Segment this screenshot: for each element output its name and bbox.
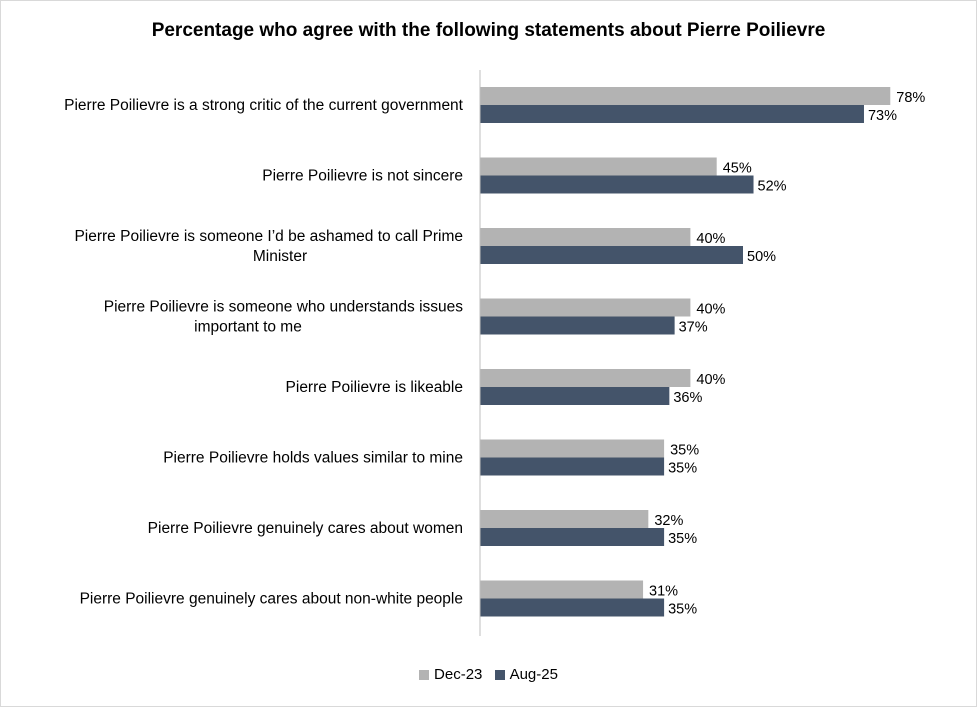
bar-dec-23 — [480, 298, 691, 317]
data-label-aug-25: 73% — [868, 108, 897, 124]
legend: Dec-23 Aug-25 — [0, 666, 977, 684]
bar-dec-23 — [480, 510, 649, 528]
data-label-dec-23: 35% — [670, 443, 699, 459]
bar-aug-25 — [480, 175, 754, 194]
category-label: Pierre Poilievre is not sincere — [262, 168, 463, 185]
bar-dec-23 — [480, 580, 644, 599]
bar-dec-23 — [480, 369, 691, 387]
data-label-aug-25: 50% — [747, 249, 776, 265]
category-label: Pierre Poilievre genuinely cares about w… — [148, 520, 463, 537]
category-label: Pierre Poilievre genuinely cares about n… — [80, 591, 463, 608]
bar-aug-25 — [480, 246, 743, 264]
data-label-dec-23: 45% — [723, 161, 752, 177]
category-label: Pierre Poilievre is someone who understa… — [104, 299, 464, 336]
category-label: Pierre Poilievre is likeable — [286, 379, 463, 396]
data-label-dec-23: 40% — [696, 302, 725, 318]
data-label-dec-23: 31% — [649, 584, 678, 600]
category-label: Pierre Poilievre is a strong critic of t… — [64, 97, 464, 114]
bar-dec-23 — [480, 439, 665, 458]
bar-aug-25 — [480, 598, 665, 617]
bar-dec-23 — [480, 157, 717, 176]
chart-title: Percentage who agree with the following … — [151, 20, 826, 41]
data-label-aug-25: 35% — [668, 602, 697, 618]
data-label-aug-25: 52% — [758, 179, 787, 195]
legend-swatch-aug-25 — [494, 669, 505, 680]
legend-item-dec-23: Dec-23 — [419, 666, 482, 683]
data-label-dec-23: 40% — [696, 231, 725, 247]
data-label-aug-25: 37% — [679, 320, 708, 336]
category-label: Pierre Poilievre holds values similar to… — [163, 450, 463, 467]
data-label-aug-25: 35% — [668, 461, 697, 477]
bar-aug-25 — [480, 528, 665, 546]
bar-aug-25 — [480, 105, 864, 123]
bar-aug-25 — [480, 387, 670, 405]
data-label-dec-23: 32% — [654, 513, 683, 529]
bar-aug-25 — [480, 316, 675, 335]
data-label-dec-23: 40% — [696, 372, 725, 388]
data-label-aug-25: 36% — [673, 390, 702, 406]
legend-label-dec-23: Dec-23 — [434, 666, 483, 683]
bar-dec-23 — [480, 228, 691, 246]
bar-aug-25 — [480, 457, 665, 476]
bar-dec-23 — [480, 87, 891, 105]
legend-swatch-dec-23 — [419, 669, 430, 680]
legend-item-aug-25: Aug-25 — [494, 666, 558, 683]
category-label: Pierre Poilievre is someone I’d be asham… — [74, 228, 463, 265]
data-label-dec-23: 78% — [896, 90, 925, 106]
legend-label-aug-25: Aug-25 — [509, 666, 558, 683]
data-label-aug-25: 35% — [668, 531, 697, 547]
